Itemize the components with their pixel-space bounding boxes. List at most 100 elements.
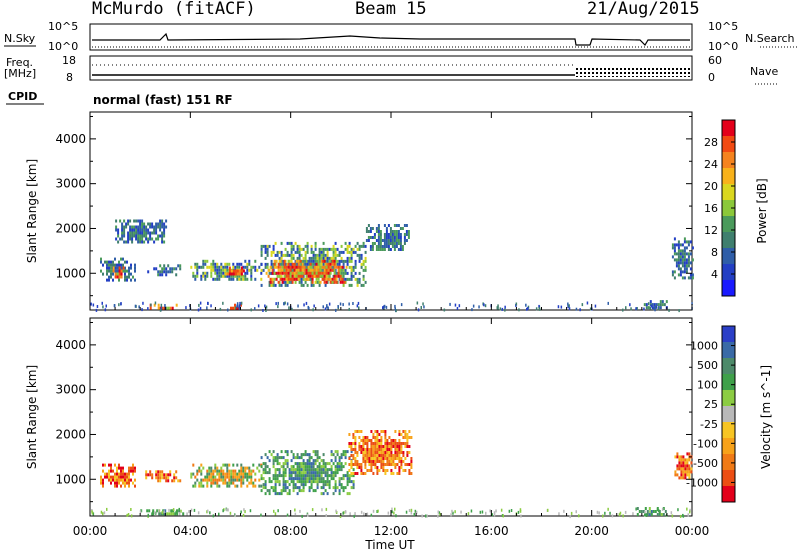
range-cell	[372, 460, 375, 463]
range-cell	[377, 230, 380, 233]
range-cell	[177, 264, 180, 268]
range-cell	[356, 247, 359, 251]
ytick-label: 4000	[55, 338, 86, 352]
range-cell	[301, 262, 304, 266]
range-cell	[691, 246, 694, 250]
range-cell	[246, 265, 249, 269]
range-cell	[328, 483, 331, 487]
range-cell	[389, 227, 392, 230]
range-cell	[308, 480, 311, 484]
range-cell	[662, 507, 665, 510]
range-cell	[689, 267, 692, 271]
range-cell	[272, 462, 275, 466]
range-cell	[350, 274, 353, 278]
range-cell	[300, 468, 303, 472]
range-cell	[246, 466, 249, 470]
range-cell	[125, 225, 128, 229]
range-cell	[216, 271, 219, 275]
range-cell	[336, 468, 339, 472]
range-cell	[306, 453, 309, 457]
range-cell	[268, 468, 271, 472]
range-cell	[390, 442, 393, 445]
range-cell	[390, 451, 393, 454]
range-cell	[296, 486, 299, 490]
range-cell	[102, 481, 104, 485]
range-cell	[394, 466, 397, 469]
range-cell	[304, 280, 307, 284]
range-cell	[168, 508, 170, 512]
range-cell	[134, 263, 136, 267]
range-cell	[322, 480, 325, 484]
range-cell	[134, 278, 136, 282]
range-cell	[141, 237, 144, 241]
ytick-label: 3000	[55, 177, 86, 191]
range-cell	[379, 230, 382, 233]
range-cell	[226, 475, 229, 479]
range-cell	[358, 448, 361, 451]
range-cell	[192, 271, 195, 275]
range-cell	[330, 471, 333, 475]
range-cell	[322, 471, 325, 475]
range-cell	[258, 469, 261, 473]
range-cell	[673, 243, 676, 247]
range-cell	[356, 460, 359, 463]
range-cell	[276, 462, 279, 466]
range-cell	[376, 469, 379, 472]
range-cell	[688, 458, 691, 462]
range-cell	[294, 474, 297, 478]
range-cell	[346, 244, 349, 248]
range-cell	[276, 459, 279, 463]
range-cell	[128, 275, 130, 279]
range-cell	[328, 302, 331, 306]
range-cell	[102, 478, 104, 482]
range-cell	[114, 263, 116, 267]
range-cell	[504, 308, 506, 312]
range-cell	[363, 512, 365, 516]
range-cell	[683, 264, 686, 268]
range-cell	[681, 264, 684, 268]
freq-label-line1: Freq.	[6, 56, 33, 69]
power-scatter-region	[112, 266, 125, 279]
range-cell	[338, 480, 341, 484]
range-cell	[232, 478, 235, 482]
range-cell	[365, 239, 368, 242]
range-cell	[327, 306, 329, 310]
range-cell	[232, 262, 235, 266]
range-cell	[410, 508, 413, 512]
range-cell	[376, 436, 379, 439]
range-cell	[197, 511, 200, 515]
range-cell	[374, 454, 377, 457]
range-cell	[265, 271, 268, 275]
range-cell	[312, 308, 314, 312]
range-cell	[298, 244, 301, 248]
range-cell	[145, 237, 148, 241]
range-cell	[320, 253, 323, 257]
range-cell	[159, 308, 162, 312]
range-cell	[222, 265, 225, 269]
range-cell	[394, 457, 397, 460]
range-cell	[157, 470, 160, 474]
range-cell	[286, 283, 289, 287]
range-cell	[333, 274, 336, 278]
range-cell	[210, 466, 213, 470]
range-cell	[354, 512, 356, 516]
range-cell	[281, 280, 284, 284]
range-cell	[267, 268, 270, 272]
range-cell	[360, 262, 363, 266]
range-cell	[206, 274, 209, 278]
range-cell	[547, 508, 549, 512]
range-cell	[276, 253, 279, 257]
range-cell	[276, 468, 279, 472]
range-cell	[257, 304, 260, 308]
range-cell	[252, 481, 255, 485]
range-cell	[294, 483, 297, 487]
range-cell	[676, 467, 679, 471]
range-cell	[127, 234, 130, 238]
range-cell	[149, 473, 152, 477]
colorbar-tick-label: 12	[704, 224, 718, 237]
range-cell	[386, 463, 389, 466]
range-cell	[296, 247, 299, 251]
range-cell	[330, 465, 333, 469]
range-cell	[315, 268, 318, 272]
freq-frame	[89, 55, 693, 81]
